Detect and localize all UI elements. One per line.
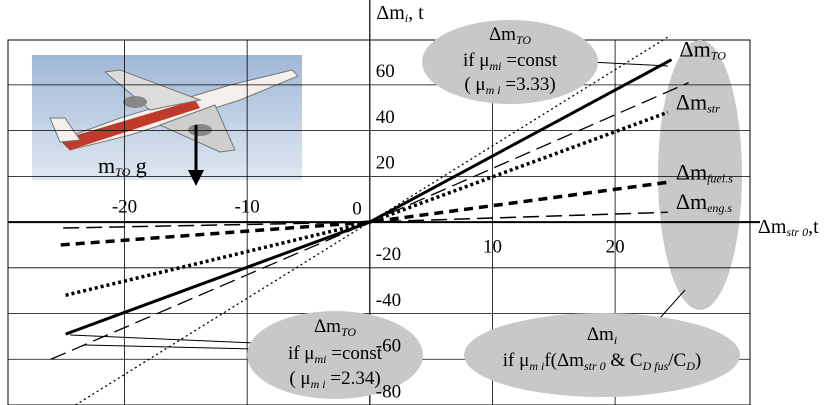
x-tick-label: -20 [112,196,137,217]
text-part: Δm [676,159,707,184]
text-part: Δm [587,324,614,345]
x-tick-label: 10 [483,236,502,257]
x-axis-label: Δmstr 0,t [758,216,819,239]
text-part: , t [408,2,424,24]
text-part: =3.33) [501,74,556,95]
airplane-photo [32,55,302,180]
y-tick-label: -40 [376,290,401,311]
text-part: =const [501,50,557,71]
annotation-text: if μmi =const [463,50,558,72]
text-part: Δm [758,216,787,238]
y-tick-label: 60 [376,61,395,82]
subscript: fuel.s [707,171,733,185]
subscript: i [614,333,617,347]
subscript: str [707,101,720,115]
text-part: Δm [680,37,711,62]
text-part: ( μ [289,368,310,389]
annotation-text: ( μm i =2.34) [289,368,380,390]
series-line [63,212,668,228]
subscript: TO [516,33,531,47]
text-part: Δm [489,24,516,45]
text-part: if μ [463,50,490,71]
text-part: g [130,153,147,178]
subscript: TO [711,48,726,62]
text-part: =const [326,343,382,364]
text-part: if μ [503,350,530,371]
text-part: /C [668,350,686,371]
text-part: if μ [288,343,315,364]
y-tick-label: -20 [376,244,401,265]
text-part: ,t [808,216,819,238]
chart: -20-101020-80-60-40-200204060ΔmTOΔmstrΔm… [0,0,831,405]
subscript: eng.s [707,201,732,215]
text-part: f(Δm [544,350,584,371]
y-tick-label: 0 [352,198,362,219]
subscript: str 0 [786,225,808,239]
text-part: =2.34) [326,368,381,389]
text-part: Δm [676,189,707,214]
annotation-text: if μmi =const [288,343,383,365]
annotation-text: ( μm i =3.33) [464,74,555,96]
subscript: TO [341,325,356,339]
x-tick-label: -10 [234,196,259,217]
subscript: m i [529,359,544,373]
text-part: Δm [676,89,707,114]
text-part: ( μ [464,74,485,95]
text-part: m [98,153,115,178]
subscript: m i [311,377,326,391]
series-line [61,182,668,245]
subscript: mi [489,59,501,73]
subscript: str 0 [584,359,606,373]
annotation-text: Δmi [587,324,617,346]
y-tick-label: 40 [376,107,395,128]
subscript: D fus [642,359,669,373]
y-axis-label: Δmi, t [376,2,424,25]
text-part: Δm [314,316,341,337]
subscript: D [685,359,695,373]
subscript: TO [115,165,130,179]
page: {"chart_data": {"type": "line", "ylabel"… [0,0,831,405]
text-part: & C [606,350,643,371]
text-part: Δm [376,2,405,24]
subscript: m i [486,83,501,97]
subscript: mi [314,352,326,366]
series-label: ΔmTO [680,37,727,63]
text-part: ) [695,350,701,371]
x-tick-label: 20 [606,236,625,257]
y-tick-label: 20 [376,153,395,174]
